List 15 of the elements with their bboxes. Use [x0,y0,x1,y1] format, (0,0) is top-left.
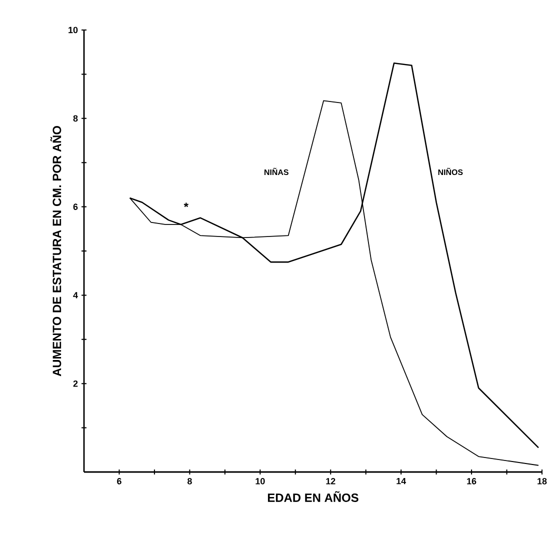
x-tick-label: 6 [117,478,122,484]
y-tick-label: 6 [73,204,78,210]
x-tick-label: 10 [256,478,265,484]
annotation: * [184,202,188,208]
y-tick-label: 8 [73,115,78,122]
x-tick-label: 14 [396,478,406,484]
y-tick-label: 2 [73,380,78,387]
y-tick-label: 10 [68,26,78,34]
x-tick-label: 16 [467,478,476,484]
x-axis-title: EDAD EN AÑOS [268,491,358,502]
x-tick-label: 8 [187,478,192,484]
y-axis-title: AUMENTO DE ESTATURA EN CM. POR AÑO [50,126,62,376]
x-tick-label: 18 [538,478,547,484]
x-tick-label: 12 [326,478,336,484]
y-tick-label: 4 [73,292,78,298]
